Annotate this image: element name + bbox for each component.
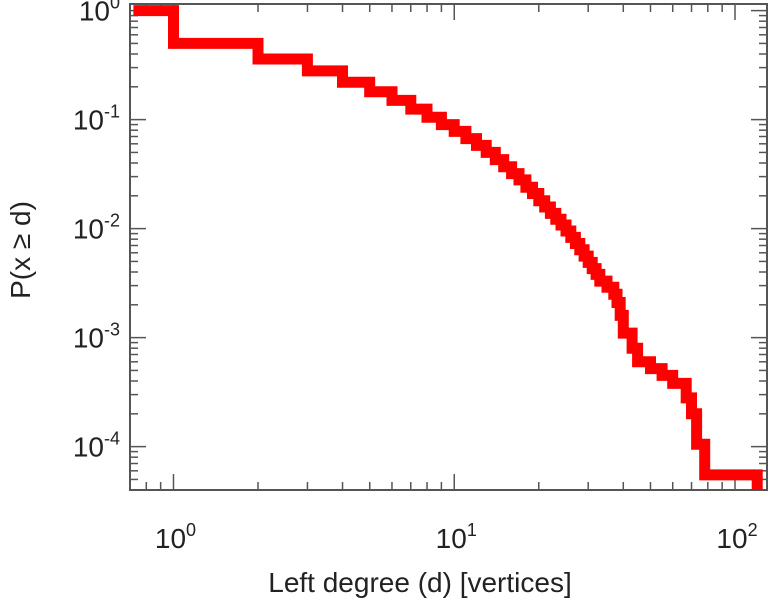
tick-labels: 100 101 102 100 10-1 10-2 10-3 10-4 <box>73 0 758 554</box>
x-tick-label: 101 <box>436 520 477 554</box>
y-axis-label: P(x ≥ d) <box>5 201 36 299</box>
y-tick-label: 100 <box>79 0 120 27</box>
y-tick-label: 10-4 <box>73 429 120 463</box>
plot-frame <box>129 3 768 491</box>
x-axis-label: Left degree (d) [vertices] <box>268 567 571 598</box>
series-line-ccdf <box>133 5 763 490</box>
minor-and-major-ticks <box>129 4 767 491</box>
y-tick-label: 10-3 <box>73 320 120 354</box>
series-layer <box>133 5 763 490</box>
y-tick-label: 10-1 <box>73 102 120 136</box>
y-tick-label: 10-2 <box>73 211 120 245</box>
x-tick-label: 102 <box>716 520 757 554</box>
x-tick-label: 100 <box>155 520 196 554</box>
